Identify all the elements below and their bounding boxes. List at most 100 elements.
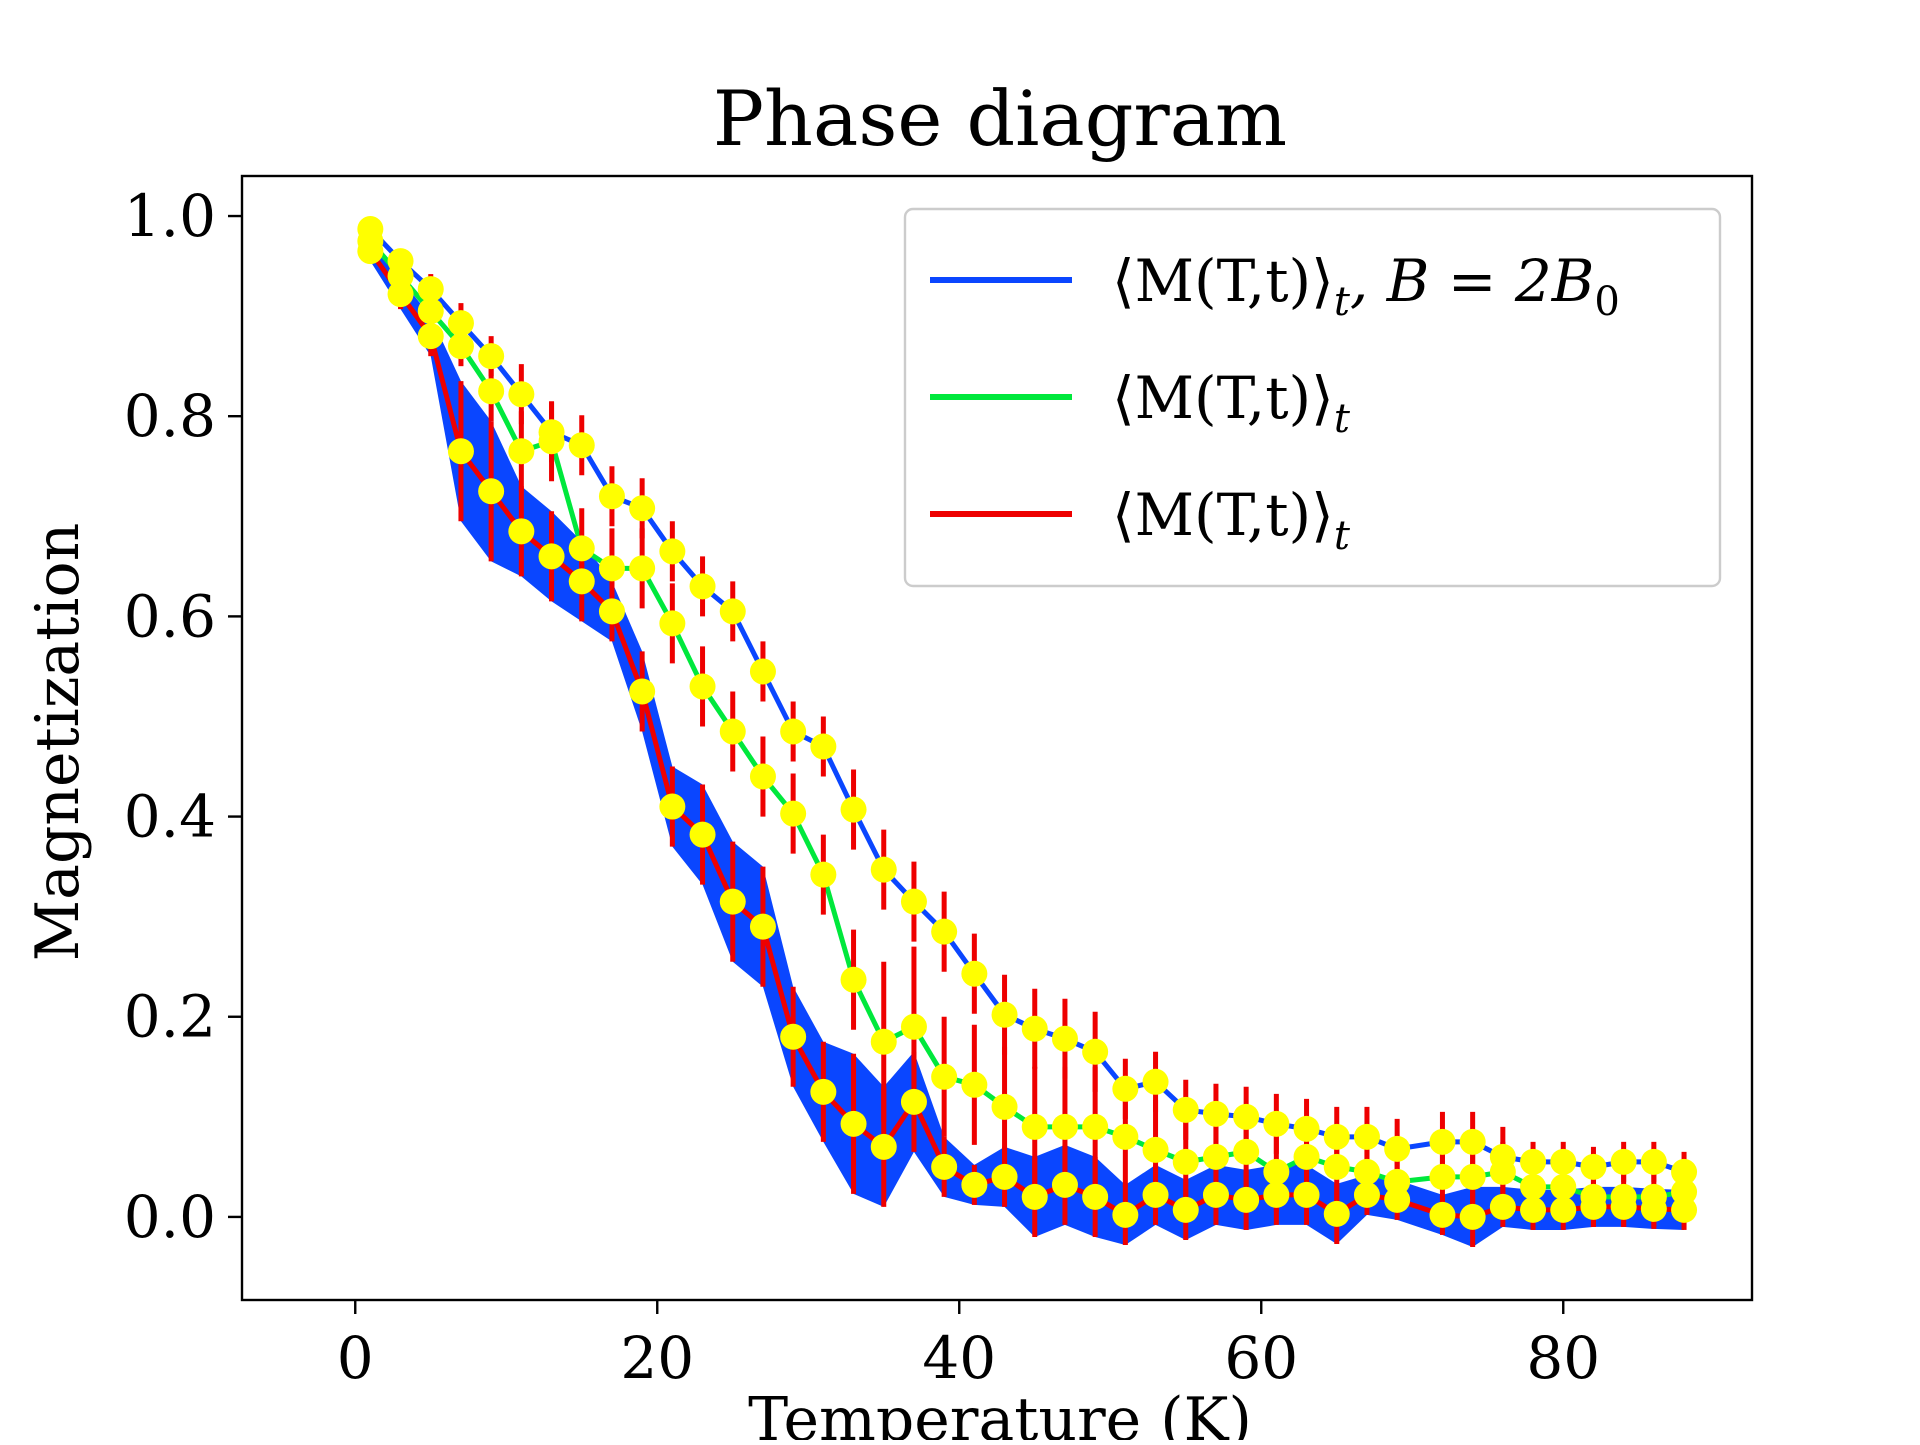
- data-point: [568, 432, 595, 459]
- data-point: [840, 966, 867, 993]
- data-point: [1263, 1110, 1290, 1137]
- data-point: [1550, 1196, 1577, 1223]
- data-point: [387, 263, 414, 290]
- data-point: [1520, 1196, 1547, 1223]
- data-point: [719, 598, 746, 625]
- data-point: [1489, 1158, 1516, 1185]
- data-point: [598, 598, 625, 625]
- data-point: [931, 918, 958, 945]
- data-point: [1233, 1186, 1260, 1213]
- data-point: [1580, 1153, 1607, 1180]
- data-point: [659, 538, 686, 565]
- data-point: [1112, 1201, 1139, 1228]
- x-axis-label: Temperature (K): [748, 1385, 1252, 1440]
- data-point: [900, 888, 927, 915]
- data-point: [961, 1171, 988, 1198]
- data-point: [1520, 1173, 1547, 1200]
- chart-title: Phase diagram: [713, 74, 1287, 163]
- data-point: [629, 678, 656, 705]
- data-point: [478, 343, 505, 370]
- data-point: [961, 1071, 988, 1098]
- data-point: [780, 1023, 807, 1050]
- data-point: [1459, 1203, 1486, 1230]
- data-point: [357, 238, 384, 265]
- data-point: [1429, 1201, 1456, 1228]
- data-point: [508, 381, 535, 408]
- data-point: [387, 281, 414, 308]
- data-point: [598, 555, 625, 582]
- data-point: [1323, 1123, 1350, 1150]
- x-tick-label: 80: [1526, 1324, 1600, 1392]
- plot-area: [357, 216, 1698, 1247]
- data-point: [568, 568, 595, 595]
- data-point: [840, 796, 867, 823]
- data-point: [659, 610, 686, 637]
- data-point: [1082, 1038, 1109, 1065]
- data-point: [1142, 1181, 1169, 1208]
- y-tick-label: 0.4: [124, 783, 216, 851]
- data-point: [900, 1088, 927, 1115]
- data-point: [991, 1001, 1018, 1028]
- x-tick-label: 40: [922, 1324, 996, 1392]
- data-point: [1082, 1113, 1109, 1140]
- data-point: [991, 1163, 1018, 1190]
- data-point: [1293, 1181, 1320, 1208]
- data-point: [931, 1063, 958, 1090]
- data-point: [1172, 1148, 1199, 1175]
- data-point: [447, 310, 474, 337]
- data-point: [447, 438, 474, 465]
- data-point: [900, 1013, 927, 1040]
- data-point: [1172, 1096, 1199, 1123]
- data-point: [1429, 1163, 1456, 1190]
- data-point: [1384, 1135, 1411, 1162]
- data-point: [1202, 1181, 1229, 1208]
- data-point: [749, 763, 776, 790]
- data-point: [1550, 1173, 1577, 1200]
- axes-frame: [240, 174, 1754, 1302]
- data-point: [1610, 1193, 1637, 1220]
- data-point: [719, 888, 746, 915]
- data-point: [508, 438, 535, 465]
- data-point: [659, 793, 686, 820]
- data-point: [1429, 1128, 1456, 1155]
- y-tick-label: 0.6: [124, 582, 216, 650]
- data-point: [1202, 1100, 1229, 1127]
- data-point: [417, 323, 444, 350]
- data-point: [1021, 1015, 1048, 1042]
- data-point: [417, 298, 444, 325]
- x-tick-label: 0: [337, 1324, 374, 1392]
- data-point: [991, 1093, 1018, 1120]
- axis-ticks: 0 20 40 60 80 0.0 0.2 0.4 0.6 0.8 1.0: [124, 182, 1600, 1392]
- data-point: [1640, 1195, 1667, 1222]
- data-point: [870, 1133, 897, 1160]
- data-point: [1112, 1075, 1139, 1102]
- data-point: [508, 518, 535, 545]
- y-axis-label: Magnetization: [23, 523, 93, 962]
- legend-label: ⟨M(T,t)⟩t, B = 2B0: [1112, 247, 1620, 325]
- data-point: [689, 821, 716, 848]
- data-point: [1112, 1123, 1139, 1150]
- legend-box: [903, 207, 1722, 588]
- data-point: [1142, 1136, 1169, 1163]
- data-point: [961, 960, 988, 987]
- y-tick-label: 0.2: [124, 983, 216, 1051]
- data-point: [417, 276, 444, 303]
- data-point: [780, 718, 807, 745]
- data-point: [478, 478, 505, 505]
- data-point: [1671, 1158, 1698, 1185]
- data-point: [1580, 1193, 1607, 1220]
- data-point: [629, 555, 656, 582]
- data-point: [1172, 1196, 1199, 1223]
- data-point: [538, 543, 565, 570]
- data-point: [1051, 1025, 1078, 1052]
- data-point: [1384, 1186, 1411, 1213]
- data-point: [538, 428, 565, 455]
- data-point: [689, 573, 716, 600]
- data-point: [1233, 1138, 1260, 1165]
- data-point: [1021, 1183, 1048, 1210]
- data-point: [1353, 1123, 1380, 1150]
- data-point: [447, 333, 474, 360]
- data-point: [1459, 1128, 1486, 1155]
- data-point: [810, 733, 837, 760]
